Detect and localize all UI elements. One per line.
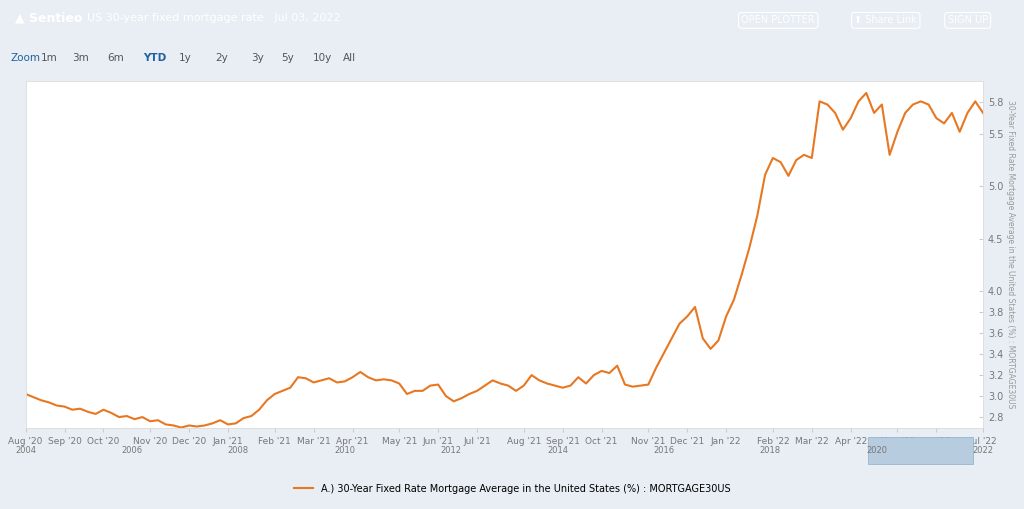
Y-axis label: 30-Year Fixed Rate Mortgage Average in the United States (%) : MORTGAGE30US: 30-Year Fixed Rate Mortgage Average in t… <box>1006 100 1015 409</box>
Text: 3y: 3y <box>251 53 263 63</box>
Text: 2020: 2020 <box>866 446 887 455</box>
Text: 2016: 2016 <box>653 446 675 455</box>
Text: 5y: 5y <box>282 53 294 63</box>
Text: 2010: 2010 <box>334 446 355 455</box>
Text: 2014: 2014 <box>547 446 568 455</box>
Text: 10y: 10y <box>312 53 332 63</box>
Text: 6m: 6m <box>108 53 124 63</box>
Text: 2012: 2012 <box>440 446 462 455</box>
Text: 2y: 2y <box>215 53 227 63</box>
Text: US 30-year fixed mortgage rate   Jul 03, 2022: US 30-year fixed mortgage rate Jul 03, 2… <box>87 13 341 23</box>
Text: 1y: 1y <box>179 53 191 63</box>
FancyBboxPatch shape <box>868 437 974 464</box>
Legend: A.) 30-Year Fixed Rate Mortgage Average in the United States (%) : MORTGAGE30US: A.) 30-Year Fixed Rate Mortgage Average … <box>290 480 734 497</box>
Text: 3m: 3m <box>72 53 88 63</box>
Text: 1m: 1m <box>41 53 57 63</box>
Text: ⬆ Share Link: ⬆ Share Link <box>854 15 918 25</box>
Text: SIGN UP: SIGN UP <box>947 15 988 25</box>
Text: YTD: YTD <box>143 53 167 63</box>
Text: 2008: 2008 <box>227 446 249 455</box>
Text: Zoom: Zoom <box>10 53 40 63</box>
Text: 2006: 2006 <box>122 446 142 455</box>
Text: 2022: 2022 <box>973 446 993 455</box>
Text: ▲ Sentieo: ▲ Sentieo <box>15 12 83 25</box>
Text: 2018: 2018 <box>760 446 781 455</box>
Text: OPEN PLOTTER: OPEN PLOTTER <box>741 15 815 25</box>
Text: 2004: 2004 <box>15 446 36 455</box>
Text: All: All <box>343 53 356 63</box>
